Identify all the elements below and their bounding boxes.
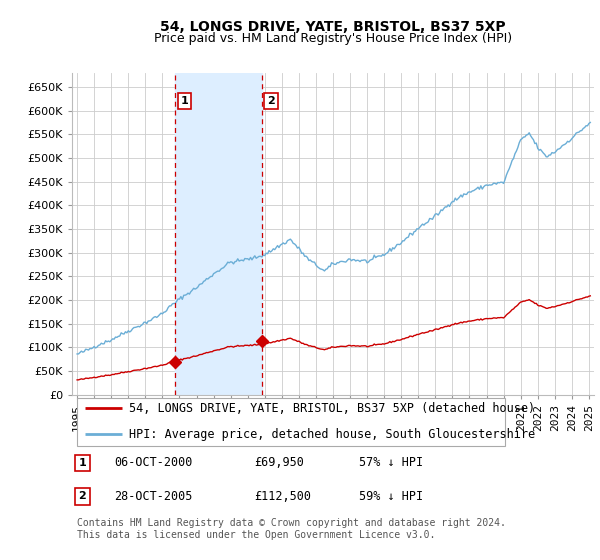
Text: 2: 2: [79, 491, 86, 501]
Bar: [175, 73, 262, 395]
Text: 2: 2: [267, 96, 275, 106]
Text: Contains HM Land Registry data © Crown copyright and database right 2024.
This d: Contains HM Land Registry data © Crown c…: [77, 519, 506, 540]
Text: HPI: Average price, detached house, South Gloucestershire: HPI: Average price, detached house, Sout…: [130, 428, 536, 441]
Text: 06-OCT-2000: 06-OCT-2000: [114, 456, 192, 469]
Text: 1: 1: [181, 96, 188, 106]
Text: 28-OCT-2005: 28-OCT-2005: [114, 490, 192, 503]
Text: 54, LONGS DRIVE, YATE, BRISTOL, BS37 5XP: 54, LONGS DRIVE, YATE, BRISTOL, BS37 5XP: [160, 20, 506, 34]
Text: 54, LONGS DRIVE, YATE, BRISTOL, BS37 5XP (detached house): 54, LONGS DRIVE, YATE, BRISTOL, BS37 5XP…: [130, 402, 536, 415]
Text: 59% ↓ HPI: 59% ↓ HPI: [359, 490, 423, 503]
Text: Price paid vs. HM Land Registry's House Price Index (HPI): Price paid vs. HM Land Registry's House …: [154, 32, 512, 45]
Text: £112,500: £112,500: [254, 490, 312, 503]
Text: 57% ↓ HPI: 57% ↓ HPI: [359, 456, 423, 469]
Text: 1: 1: [79, 458, 86, 468]
Text: £69,950: £69,950: [254, 456, 305, 469]
FancyBboxPatch shape: [77, 399, 505, 446]
